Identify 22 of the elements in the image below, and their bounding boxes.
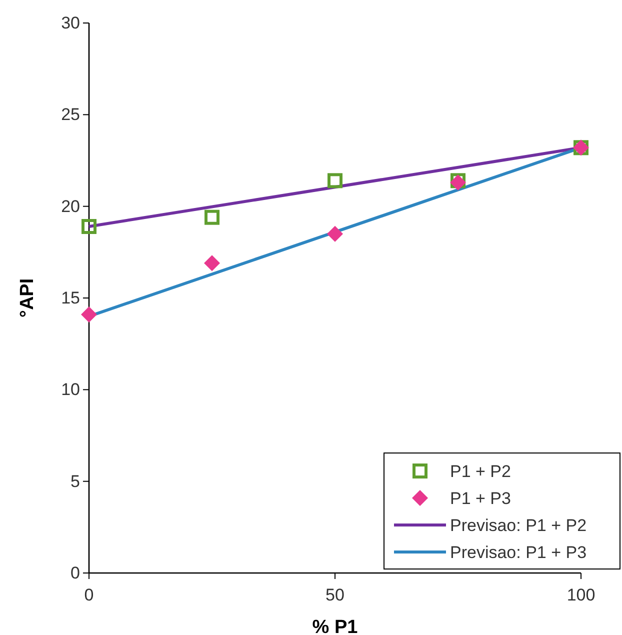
- legend-label: Previsao: P1 + P2: [450, 516, 587, 535]
- y-tick-label: 25: [61, 105, 80, 124]
- point: [327, 226, 343, 242]
- legend-label: P1 + P2: [450, 462, 511, 481]
- y-tick-label: 5: [70, 472, 80, 491]
- x-tick-label: 0: [84, 586, 94, 605]
- legend-label: Previsao: P1 + P3: [450, 543, 587, 562]
- x-tick-label: 50: [326, 586, 344, 605]
- y-tick-label: 20: [61, 196, 80, 216]
- y-tick-label: 30: [61, 13, 80, 32]
- y-axis-title: °API: [17, 278, 38, 318]
- point: [204, 255, 220, 272]
- y-tick-label: 0: [70, 563, 80, 582]
- x-tick-label: 100: [566, 586, 596, 605]
- x-axis-title: % P1: [312, 617, 358, 635]
- point: [204, 210, 220, 225]
- legend-label: P1 + P3: [450, 489, 511, 508]
- y-tick-label: 10: [61, 380, 80, 400]
- point: [81, 306, 97, 322]
- point: [328, 173, 342, 188]
- y-tick-label: 15: [61, 288, 80, 308]
- point: [82, 219, 96, 234]
